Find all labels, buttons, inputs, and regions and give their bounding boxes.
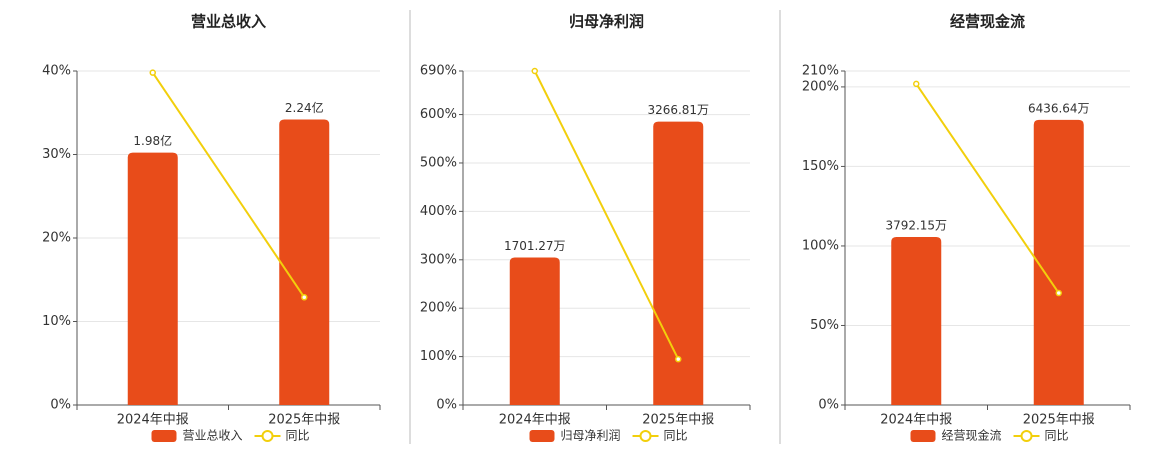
x-tick-label: 2024年中报 (499, 413, 571, 428)
y-tick-label: 40% (42, 64, 71, 79)
y-tick-label: 150% (802, 159, 839, 174)
legend-swatch (910, 430, 936, 442)
line-point (149, 69, 156, 76)
y-tick-label: 0% (50, 398, 71, 413)
y-tick-label: 600% (420, 107, 457, 122)
bar (1033, 119, 1084, 406)
chart-title: 归母净利润 (569, 13, 644, 31)
value-label: 1.98亿 (133, 133, 172, 148)
legend-label: 同比 (286, 429, 310, 443)
x-tick-label: 2025年中报 (1023, 413, 1095, 428)
bar (653, 121, 704, 405)
x-tick-label: 2024年中报 (117, 413, 189, 428)
value-label: 1701.27万 (504, 239, 566, 253)
chart-title: 营业总收入 (191, 13, 266, 31)
line-point (301, 294, 308, 301)
legend-label: 归母净利润 (561, 429, 621, 443)
value-label: 3266.81万 (647, 103, 709, 117)
y-tick-label: 50% (810, 318, 839, 333)
chart-title: 经营现金流 (950, 13, 1025, 31)
y-tick-label: 200% (420, 301, 457, 316)
y-tick-label: 0% (818, 398, 839, 413)
legend-swatch (151, 430, 177, 442)
legend-swatch (1020, 430, 1033, 442)
y-tick-label: 690% (420, 64, 457, 79)
value-label: 2.24亿 (285, 100, 324, 115)
x-tick-label: 2025年中报 (642, 413, 714, 428)
x-tick-label: 2025年中报 (268, 413, 340, 428)
value-label: 3792.15万 (885, 218, 947, 232)
y-tick-label: 210% (802, 64, 839, 79)
y-tick-label: 100% (802, 238, 839, 253)
line-point (675, 355, 682, 363)
legend-label: 同比 (664, 429, 688, 443)
legend-swatch (529, 430, 555, 442)
legend-label: 营业总收入 (183, 429, 243, 443)
y-tick-label: 0% (436, 398, 457, 413)
line (915, 83, 1060, 294)
line (533, 70, 680, 360)
legend-label: 同比 (1045, 429, 1069, 443)
legend-swatch (261, 430, 274, 442)
y-tick-label: 400% (420, 204, 457, 219)
y-tick-label: 100% (420, 349, 457, 364)
y-tick-label: 20% (42, 231, 71, 246)
y-tick-label: 10% (42, 314, 71, 329)
y-tick-label: 300% (420, 252, 457, 267)
y-tick-label: 500% (420, 155, 457, 170)
value-label: 6436.64万 (1028, 101, 1090, 115)
legend-swatch (639, 430, 652, 442)
legend-label: 经营现金流 (942, 428, 1002, 443)
bar (127, 152, 178, 405)
bar (279, 119, 330, 405)
bar (509, 257, 560, 405)
line-point (913, 80, 920, 88)
bar (891, 236, 942, 405)
x-tick-label: 2024年中报 (880, 413, 952, 428)
line-point (531, 67, 538, 75)
y-tick-label: 200% (802, 79, 839, 94)
line (151, 72, 306, 298)
y-tick-label: 30% (42, 147, 71, 162)
line-point (1055, 289, 1062, 297)
